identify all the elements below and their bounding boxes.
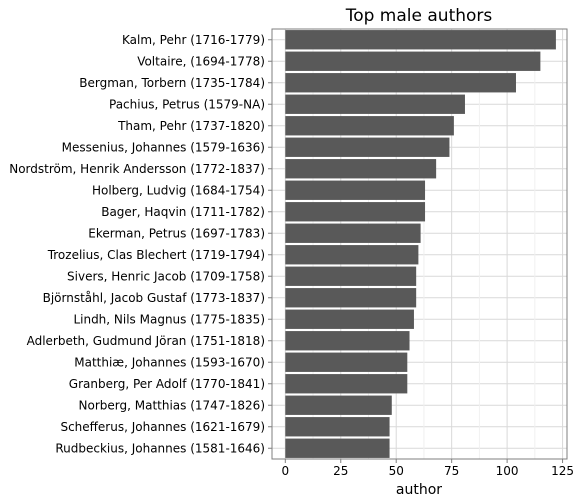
x-tick-label: 25 (333, 464, 348, 478)
bar (285, 352, 408, 372)
x-tick-label: 125 (551, 464, 574, 478)
bar (285, 288, 417, 308)
category-label: Matthiæ, Johannes (1593-1670) (74, 355, 265, 369)
bars-group (285, 30, 556, 458)
category-label: Ekerman, Petrus (1697-1783) (88, 226, 265, 240)
bar (285, 137, 450, 157)
x-tick-label: 100 (496, 464, 519, 478)
bar (285, 223, 421, 243)
category-label: Bager, Haqvin (1711-1782) (101, 205, 265, 219)
category-label: Pachius, Petrus (1579-NA) (109, 97, 265, 111)
category-label: Messenius, Johannes (1579-1636) (62, 140, 265, 154)
x-axis-ticks: 0 25 50 75 100 125 (281, 459, 574, 478)
category-label: Trozelius, Clas Blechert (1719-1794) (47, 248, 265, 262)
category-labels: Kalm, Pehr (1716-1779) Voltaire, (1694-17… (9, 33, 272, 455)
bar (285, 180, 426, 200)
category-label: Granberg, Per Adolf (1770-1841) (69, 377, 265, 391)
category-label: Adlerbeth, Gudmund Jöran (1751-1818) (27, 334, 265, 348)
bar (285, 116, 454, 136)
category-label: Kalm, Pehr (1716-1779) (122, 33, 265, 47)
category-label: Nordström, Henrik Andersson (1772-1837) (9, 162, 265, 176)
x-tick-label: 75 (444, 464, 459, 478)
category-label: Sivers, Henric Jacob (1709-1758) (67, 269, 265, 283)
bar (285, 73, 516, 93)
bar (285, 395, 392, 415)
category-label: Schefferus, Johannes (1621-1679) (60, 420, 265, 434)
bar (285, 159, 437, 179)
bar (285, 202, 426, 222)
bar (285, 309, 414, 329)
category-label: Lindh, Nils Magnus (1775-1835) (73, 312, 265, 326)
category-label: Rudbeckius, Johannes (1581-1646) (55, 441, 265, 455)
bar (285, 245, 419, 265)
bar (285, 266, 417, 286)
bar (285, 51, 541, 71)
bar (285, 30, 556, 50)
x-axis-title: author (396, 482, 442, 498)
plot-panel (271, 28, 568, 460)
grid-lines (272, 29, 567, 459)
category-label: Bergman, Torbern (1735-1784) (79, 76, 265, 90)
bar (285, 94, 465, 114)
x-tick-label: 0 (281, 464, 289, 478)
bar (285, 438, 390, 458)
bar (285, 331, 410, 351)
chart-title: Top male authors (345, 6, 493, 26)
bar (285, 417, 390, 437)
category-label: Voltaire, (1694-1778) (137, 54, 265, 68)
x-tick-label: 50 (389, 464, 404, 478)
bar (285, 374, 408, 394)
category-label: Björnståhl, Jacob Gustaf (1773-1837) (43, 291, 265, 305)
category-label: Holberg, Ludvig (1684-1754) (92, 183, 265, 197)
category-label: Tham, Pehr (1737-1820) (117, 119, 265, 133)
category-label: Norberg, Matthias (1747-1826) (79, 398, 265, 412)
